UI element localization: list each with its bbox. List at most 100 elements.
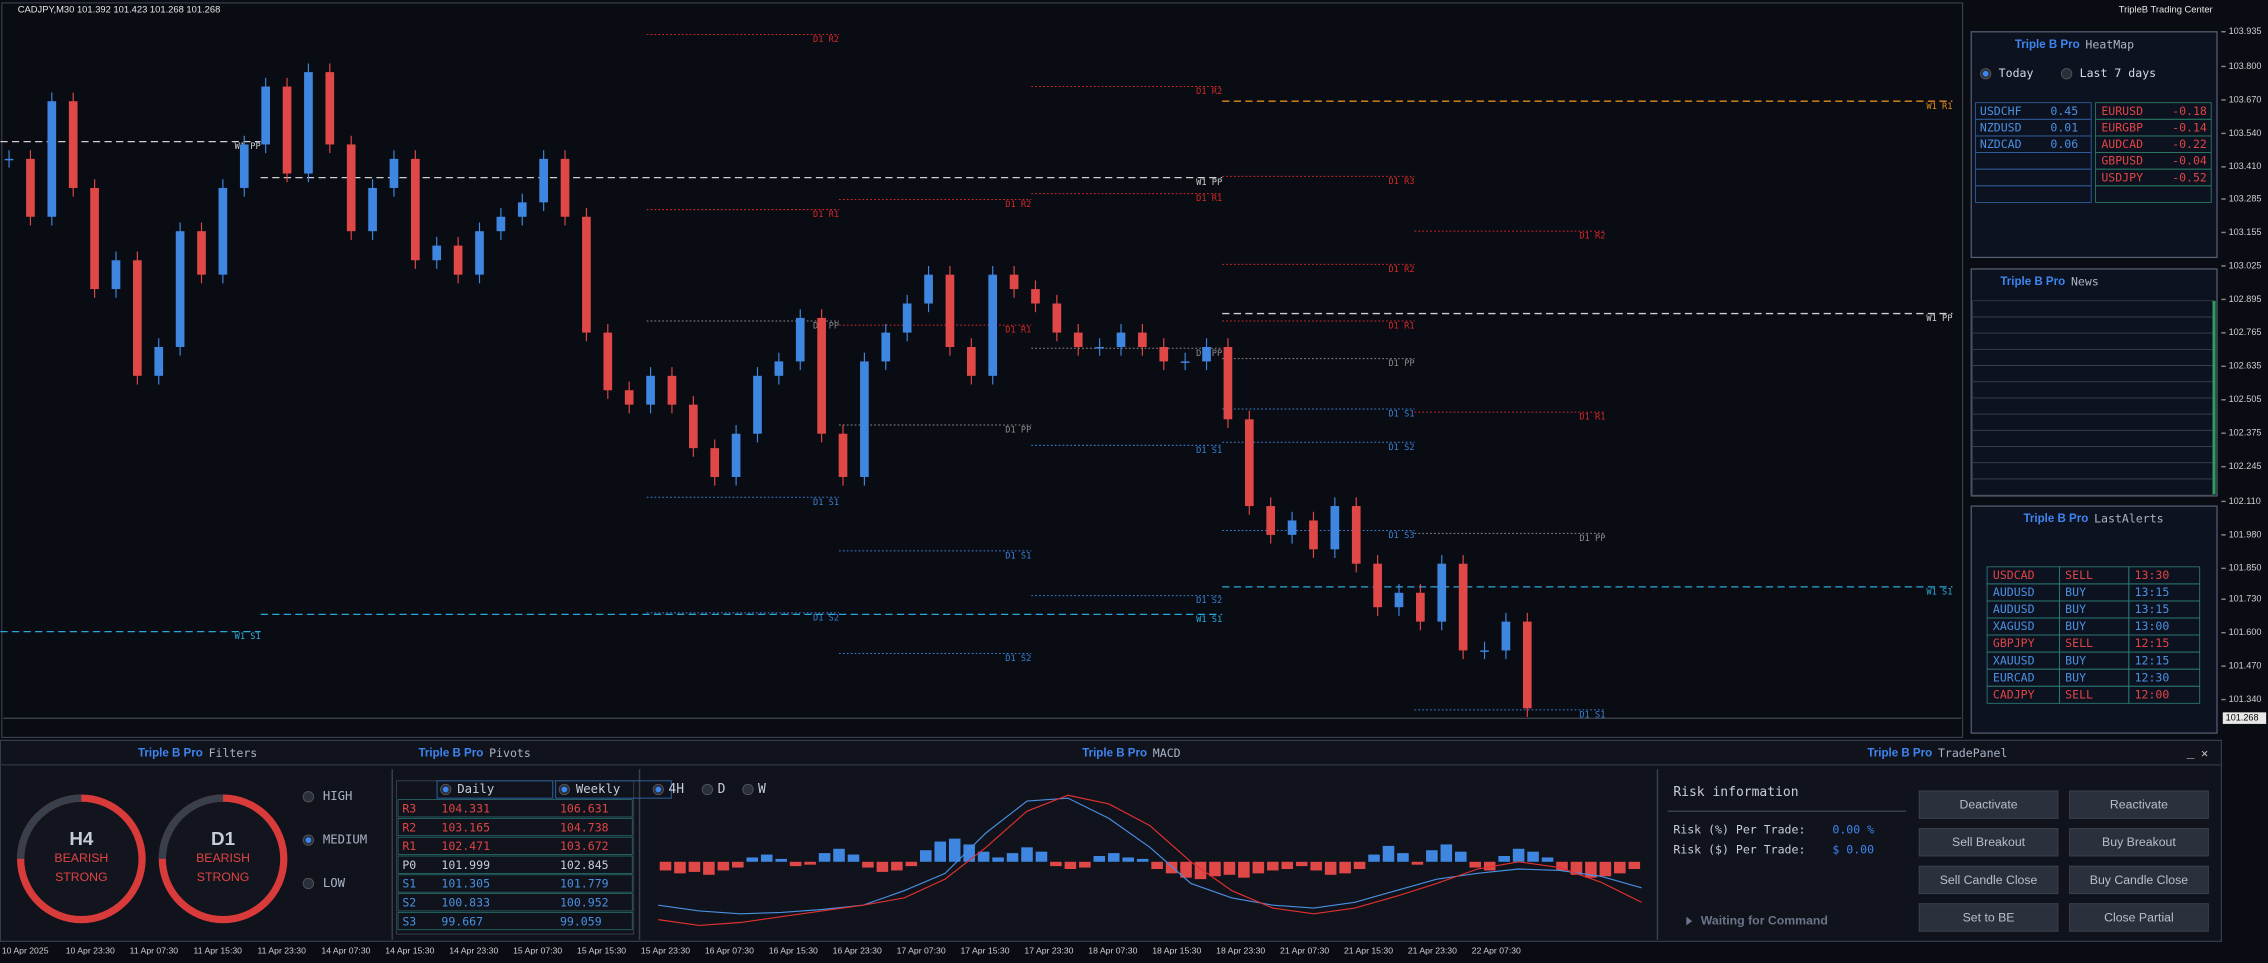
candle <box>197 231 206 275</box>
button-label[interactable]: Set to BE <box>1963 910 2015 924</box>
pivot-level-label: D1 S2 <box>1388 443 1414 453</box>
time-label: 21 Apr 15:30 <box>1344 946 1393 956</box>
candle <box>68 101 78 188</box>
time-label: 14 Apr 15:30 <box>385 946 434 956</box>
macd-bar <box>1209 861 1221 877</box>
minimize[interactable]: _ <box>2187 744 2195 759</box>
button[interactable] <box>1918 828 2059 857</box>
button[interactable] <box>1918 790 2059 819</box>
time-label: 21 Apr 07:30 <box>1280 946 1329 956</box>
candle <box>1031 289 1040 304</box>
macd-line <box>658 794 1642 926</box>
macd-bar <box>1281 861 1294 870</box>
button-label[interactable]: Buy Breakout <box>2102 835 2176 849</box>
button[interactable] <box>2069 790 2209 819</box>
macd-bar <box>1035 851 1048 862</box>
candle <box>1052 303 1062 333</box>
time-label: 14 Apr 23:30 <box>449 946 498 956</box>
candle <box>1009 274 1019 290</box>
option-label: Last 7 days <box>2080 66 2156 80</box>
macd-bar <box>948 838 961 862</box>
pivot-name: S1 <box>402 877 416 891</box>
time-label: 16 Apr 23:30 <box>833 946 882 956</box>
macd-bar <box>1556 861 1568 871</box>
button[interactable] <box>2069 828 2209 857</box>
pivot-daily: 99.667 <box>441 914 483 928</box>
button[interactable] <box>1918 903 2059 932</box>
filter-level: MEDIUM <box>323 833 367 847</box>
panel-brand: Triple B Pro <box>2024 513 2089 525</box>
risk-title: Risk information <box>1673 785 1798 800</box>
candle <box>688 404 698 449</box>
candle <box>624 390 634 405</box>
panel-brand: Triple B Pro <box>419 747 484 759</box>
button[interactable] <box>1918 865 2059 895</box>
time-label: 18 Apr 23:30 <box>1216 946 1265 956</box>
alert-text: 13:15 <box>2135 585 2170 599</box>
candle <box>795 317 805 362</box>
candle <box>988 274 998 376</box>
broker-name: TripleB Trading Center <box>2119 4 2213 15</box>
radio-button[interactable] <box>2060 68 2073 80</box>
radio-button[interactable] <box>302 791 315 803</box>
gauge-gap <box>158 794 224 859</box>
risk-label: Risk (%) Per Trade: <box>1673 822 1805 836</box>
strength-value: -0.04 <box>2172 154 2207 168</box>
pivot-level-label: D1 R3 <box>1388 177 1414 187</box>
button-label[interactable]: Deactivate <box>1960 798 2018 812</box>
button-label[interactable]: Close Partial <box>2104 910 2174 924</box>
macd-bar <box>1021 847 1033 862</box>
radio-dot <box>655 786 662 793</box>
alert-text: 12:15 <box>2135 653 2170 667</box>
candle <box>239 144 249 188</box>
candle <box>1223 346 1233 420</box>
candle <box>26 158 35 217</box>
pivot-weekly: 99.059 <box>560 914 602 928</box>
pivot-header <box>436 780 554 799</box>
pivot-name: S3 <box>402 914 416 928</box>
candle <box>1095 346 1104 349</box>
button-label[interactable]: Reactivate <box>2110 798 2168 812</box>
pivot-row <box>397 912 633 931</box>
radio-button[interactable] <box>302 877 315 890</box>
macd-bar <box>1252 861 1265 874</box>
candle <box>1073 332 1083 347</box>
macd-bar <box>934 841 947 862</box>
time-label: 17 Apr 07:30 <box>897 946 946 956</box>
close[interactable]: ✕ <box>2201 746 2208 760</box>
alert-text: 13:00 <box>2135 619 2170 633</box>
candle <box>710 448 720 477</box>
candle <box>4 158 14 161</box>
time-label: 17 Apr 23:30 <box>1024 946 1073 956</box>
button-label[interactable]: Sell Candle Close <box>1940 873 2038 887</box>
button-label[interactable]: Sell Breakout <box>1952 835 2026 849</box>
macd-bar <box>760 854 773 862</box>
pivot-level-label: D1 S1 <box>1196 446 1222 456</box>
button[interactable] <box>2069 903 2209 932</box>
alert-text: EURCAD <box>1993 670 2035 684</box>
radio-button[interactable] <box>742 783 754 796</box>
button-label[interactable]: Buy Candle Close <box>2090 873 2188 887</box>
strength-value: 0.01 <box>2050 120 2078 134</box>
pivot-daily: 104.331 <box>441 802 490 816</box>
button[interactable] <box>2069 865 2209 895</box>
pivot-level-label: D1 R2 <box>1005 200 1031 210</box>
pivot-level-label: D1 R2 <box>1196 87 1222 97</box>
candle <box>111 260 121 290</box>
macd-bar <box>1353 861 1366 870</box>
macd-bar <box>717 861 730 871</box>
risk-value: $ 0.00 <box>1832 843 1874 857</box>
candle <box>475 231 484 275</box>
pivot-daily: 102.471 <box>441 839 490 853</box>
time-label: 10 Apr 23:30 <box>66 946 115 956</box>
macd-bar <box>1512 848 1525 862</box>
radio-button[interactable] <box>701 783 714 796</box>
alert-text: BUY <box>2065 619 2086 633</box>
pivot-level-label: W1 S1 <box>235 632 261 642</box>
candle <box>304 72 313 174</box>
heat-cell <box>1975 185 2092 203</box>
pair: NZDUSD <box>1980 120 2022 134</box>
price-tick-label: 103.935 <box>2229 26 2262 36</box>
alert-cell <box>2128 685 2201 704</box>
time-label: 10 Apr 2025 <box>2 946 49 956</box>
